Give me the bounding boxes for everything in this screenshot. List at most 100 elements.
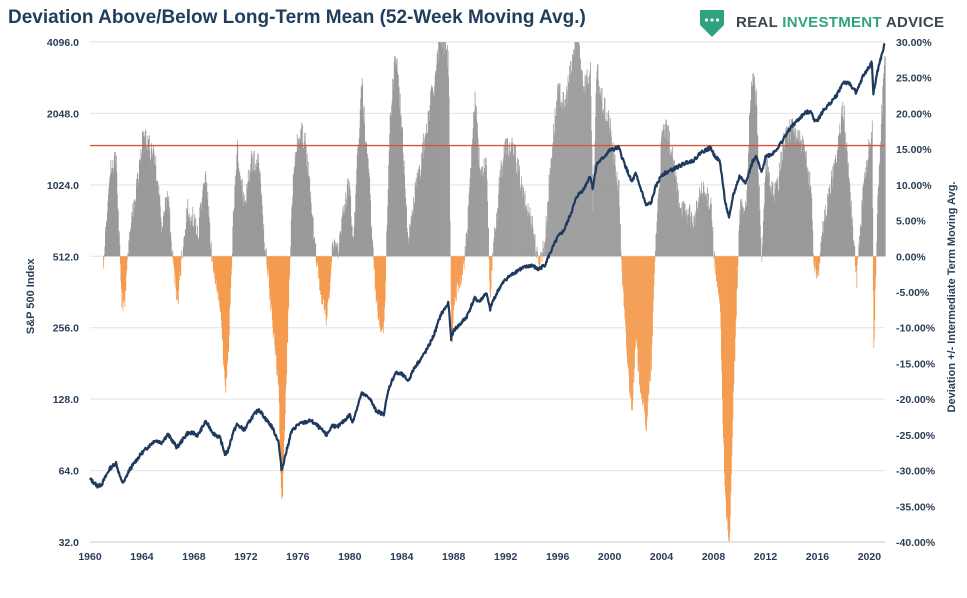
deviation-bar	[793, 135, 795, 257]
deviation-bar	[696, 200, 697, 257]
deviation-bar	[363, 118, 365, 257]
deviation-bar	[740, 199, 741, 257]
deviation-bar	[339, 233, 341, 257]
deviation-bar	[307, 171, 309, 257]
deviation-bar	[436, 64, 437, 257]
deviation-bar	[214, 256, 216, 285]
deviation-bar	[740, 214, 742, 257]
deviation-bar	[690, 226, 691, 257]
deviation-bar	[330, 256, 332, 276]
deviation-bar	[474, 91, 476, 257]
deviation-bar	[193, 214, 195, 257]
deviation-bar	[492, 252, 493, 257]
deviation-bar	[357, 144, 359, 257]
deviation-bar	[789, 126, 791, 257]
deviation-bar	[840, 115, 842, 257]
deviation-bar	[508, 154, 509, 257]
deviation-bar	[556, 100, 558, 257]
deviation-bar	[178, 256, 180, 291]
deviation-bar	[494, 227, 495, 257]
deviation-bar	[268, 256, 270, 288]
deviation-bar	[113, 152, 115, 257]
deviation-bar	[464, 246, 466, 257]
deviation-bar	[336, 245, 338, 257]
deviation-bar	[178, 256, 180, 281]
deviation-bar	[778, 163, 780, 257]
deviation-bar	[552, 146, 553, 257]
deviation-bar	[418, 164, 420, 257]
deviation-bar	[709, 206, 711, 257]
brand-name-accent: INVESTMENT	[782, 13, 882, 31]
deviation-bar	[763, 208, 765, 257]
deviation-bar	[207, 214, 209, 257]
deviation-bar	[442, 42, 444, 257]
x-tick-label: 2008	[702, 551, 726, 563]
deviation-bar	[470, 167, 472, 257]
deviation-bar	[563, 99, 565, 257]
deviation-bar	[856, 256, 858, 289]
deviation-bar	[821, 241, 823, 257]
deviation-bar	[824, 219, 826, 257]
deviation-bar	[389, 114, 391, 257]
deviation-bar	[183, 238, 185, 257]
deviation-bar	[341, 215, 343, 257]
deviation-bar	[431, 85, 432, 257]
deviation-bar	[117, 208, 119, 257]
deviation-bar	[757, 136, 759, 257]
deviation-bar	[137, 183, 139, 257]
deviation-bar	[146, 150, 148, 257]
deviation-bar	[848, 177, 850, 257]
deviation-bar	[704, 191, 705, 257]
right-tick-label: -25.00%	[896, 430, 936, 442]
deviation-bar	[522, 197, 523, 257]
deviation-bar	[319, 256, 321, 291]
deviation-bar	[426, 132, 428, 257]
right-tick-label: 5.00%	[896, 216, 926, 228]
deviation-bar	[331, 256, 333, 262]
deviation-bar	[826, 214, 828, 257]
deviation-bar	[622, 256, 624, 284]
deviation-bar	[846, 141, 848, 257]
deviation-bar	[533, 234, 535, 257]
deviation-bar	[508, 156, 510, 257]
deviation-bar	[527, 203, 529, 257]
deviation-bar	[688, 214, 689, 257]
deviation-bar	[638, 256, 639, 373]
deviation-bar	[112, 159, 114, 257]
deviation-bar	[760, 238, 762, 257]
deviation-bar	[256, 159, 258, 257]
deviation-bar	[325, 256, 327, 326]
deviation-bar	[597, 63, 599, 257]
deviation-bar	[287, 256, 289, 343]
deviation-bar	[449, 220, 451, 257]
deviation-bar	[722, 256, 723, 400]
deviation-bar	[874, 256, 876, 320]
deviation-bar	[799, 142, 801, 257]
deviation-bar	[606, 112, 608, 257]
deviation-bar	[209, 244, 211, 257]
deviation-bar	[338, 251, 340, 257]
deviation-bar	[302, 124, 304, 257]
deviation-bar	[424, 139, 425, 257]
deviation-bar	[377, 256, 379, 311]
deviation-bar	[792, 120, 794, 257]
deviation-bar	[656, 221, 658, 257]
deviation-bar	[199, 207, 201, 257]
deviation-bar	[567, 90, 568, 257]
deviation-bar	[296, 151, 298, 257]
deviation-bar	[485, 158, 486, 257]
deviation-bar	[185, 208, 187, 257]
deviation-bar	[181, 250, 183, 257]
deviation-bar	[251, 171, 253, 257]
deviation-bar	[711, 220, 713, 257]
deviation-bar	[728, 256, 729, 541]
deviation-bar	[412, 212, 414, 257]
deviation-bar	[343, 212, 345, 257]
deviation-bar	[829, 193, 831, 257]
deviation-bar	[502, 161, 504, 257]
deviation-bar	[685, 216, 686, 257]
deviation-bar	[379, 256, 381, 326]
deviation-bar	[312, 215, 314, 257]
deviation-bar	[759, 185, 760, 257]
